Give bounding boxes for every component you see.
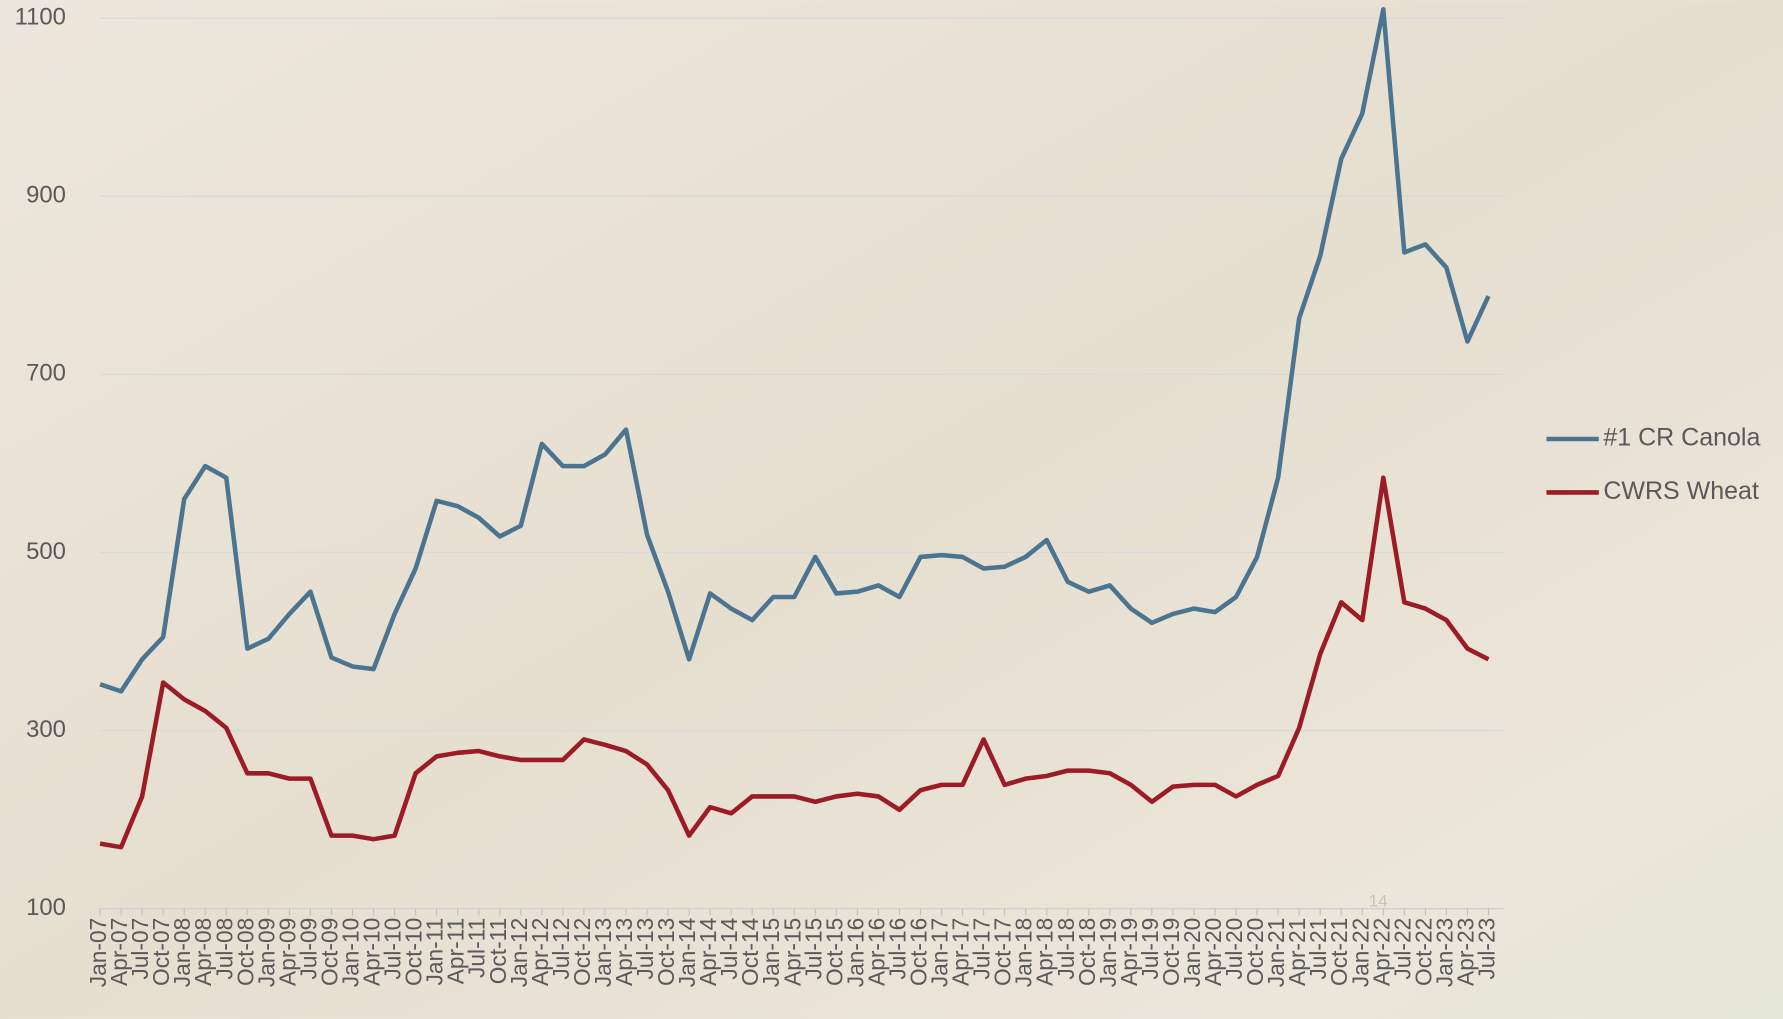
x-tick-label: Jul-15	[800, 918, 826, 980]
x-tick-label: Jan-10	[338, 918, 364, 988]
x-tick-label: Jan-20	[1179, 918, 1205, 988]
y-tick-label: 300	[26, 716, 66, 743]
x-tick-label: Apr-11	[443, 918, 469, 985]
x-tick-label: Jan-22	[1347, 918, 1373, 988]
x-tick-label: Apr-08	[190, 918, 216, 986]
legend-label: #1 CR Canola	[1603, 424, 1760, 452]
x-tick-label: Jul-10	[380, 918, 406, 980]
x-tick-label: Jan-11	[422, 918, 448, 986]
x-tick-label: Jul-11	[464, 918, 490, 978]
legend-label: CWRS Wheat	[1603, 477, 1759, 505]
x-tick-label: Jan-07	[85, 918, 111, 988]
x-tick-label: Jan-13	[590, 918, 616, 988]
data-line	[99, 7, 1491, 694]
x-tick-label: Jul-17	[969, 918, 995, 980]
x-tick-label: Apr-18	[1032, 918, 1058, 986]
x-tick-label: Jul-23	[1473, 918, 1499, 980]
x-tick-label: Oct-19	[1158, 918, 1184, 986]
x-tick-label: Oct-22	[1410, 918, 1436, 986]
x-tick-label: Oct-10	[401, 918, 427, 986]
y-tick-label: 700	[26, 360, 66, 387]
x-tick-label: Apr-19	[1116, 918, 1142, 986]
x-tick-label: Apr-21	[1284, 918, 1310, 986]
x-tick-label: Apr-12	[527, 918, 553, 986]
y-tick-label: 1100	[15, 4, 66, 31]
y-tick-label: 100	[26, 894, 66, 921]
x-tick-label: Jan-16	[842, 918, 868, 988]
x-tick-label: Apr-10	[359, 918, 385, 986]
x-tick-label: Jul-18	[1053, 918, 1079, 980]
x-tick-label: Jul-20	[1221, 918, 1247, 980]
y-tick-label: 500	[26, 538, 66, 565]
x-tick-label: Oct-14	[737, 918, 763, 986]
x-tick-label: Jan-12	[506, 918, 532, 988]
x-tick-label: Apr-14	[695, 918, 721, 986]
x-tick-label: Apr-16	[863, 918, 889, 986]
x-tick-label: Apr-07	[106, 918, 132, 986]
x-tick-label: Jan-15	[758, 918, 784, 988]
x-tick-label: Oct-11	[485, 918, 511, 985]
x-tick-label: Jan-09	[253, 918, 279, 988]
x-tick-label: Jul-07	[127, 918, 153, 980]
x-tick-label: Jan-17	[927, 918, 953, 988]
x-tick-label: Oct-17	[990, 918, 1016, 986]
x-tick-label: Apr-23	[1452, 918, 1478, 986]
x-tick-label: Oct-21	[1326, 918, 1352, 986]
page-number: 14	[1369, 891, 1388, 910]
y-tick-label: 900	[26, 182, 66, 209]
x-tick-label: Jan-18	[1011, 918, 1037, 988]
x-tick-label: Oct-12	[569, 918, 595, 986]
x-tick-label: Jan-14	[674, 918, 700, 988]
x-tick-label: Jul-21	[1305, 918, 1331, 980]
x-tick-label: Jan-23	[1431, 918, 1457, 988]
x-tick-label: Apr-20	[1200, 918, 1226, 986]
x-tick-label: Oct-13	[653, 918, 679, 986]
x-tick-label: Oct-16	[905, 918, 931, 986]
x-tick-label: Oct-07	[148, 918, 174, 986]
x-tick-label: Jul-08	[211, 918, 237, 980]
x-tick-label: Jul-09	[295, 918, 321, 980]
x-tick-label: Oct-15	[821, 918, 847, 986]
x-tick-label: Oct-09	[316, 918, 342, 986]
x-tick-label: Apr-15	[779, 918, 805, 986]
x-tick-label: Jul-12	[548, 918, 574, 980]
x-tick-label: Apr-09	[274, 918, 300, 986]
x-tick-label: Apr-13	[611, 918, 637, 986]
x-tick-label: Jul-16	[884, 918, 910, 980]
x-tick-label: Oct-18	[1074, 918, 1100, 986]
x-tick-label: Apr-22	[1368, 918, 1394, 986]
x-tick-label: Jan-21	[1263, 918, 1289, 988]
x-tick-label: Jul-14	[716, 918, 742, 980]
x-tick-label: Jul-13	[632, 918, 658, 980]
x-tick-label: Oct-20	[1242, 918, 1268, 986]
x-tick-label: Oct-08	[232, 918, 258, 986]
x-tick-label: Jan-19	[1095, 918, 1121, 988]
x-tick-label: Jul-22	[1389, 918, 1415, 980]
x-tick-label: Jul-19	[1137, 918, 1163, 980]
x-tick-label: Jan-08	[169, 918, 195, 988]
x-tick-label: Apr-17	[948, 918, 974, 986]
data-line	[99, 475, 1490, 850]
